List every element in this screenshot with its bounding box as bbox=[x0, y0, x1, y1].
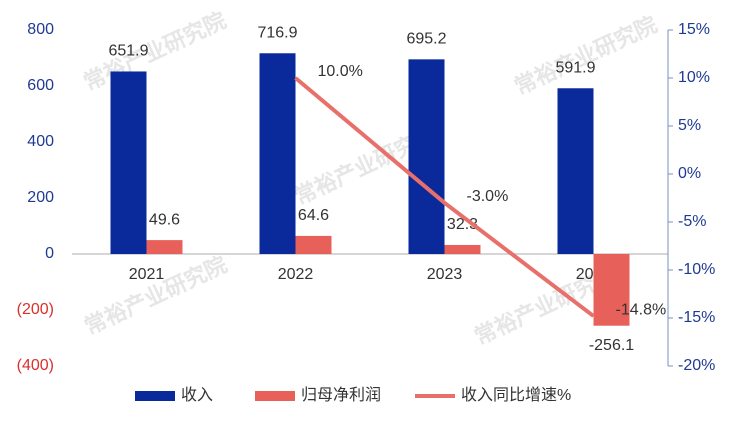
y2-tick-label: 0% bbox=[678, 165, 701, 182]
y2-tick-label: 10% bbox=[678, 69, 710, 86]
watermark: 常裕产业研究院 bbox=[81, 252, 231, 340]
bar bbox=[408, 59, 445, 255]
y-tick-label: 800 bbox=[27, 21, 54, 38]
x-tick-label: 2022 bbox=[278, 266, 314, 283]
bar bbox=[557, 88, 594, 254]
legend-label: 收入同比增速% bbox=[461, 386, 571, 404]
bar bbox=[444, 244, 481, 254]
data-label: 64.6 bbox=[298, 207, 329, 224]
y-tick-label: 600 bbox=[27, 77, 54, 94]
legend-swatch bbox=[255, 391, 295, 401]
y2-tick-label: 5% bbox=[678, 117, 701, 134]
data-label: 651.9 bbox=[108, 43, 148, 60]
y2-tick-label: 15% bbox=[678, 21, 710, 38]
x-tick-label: 2021 bbox=[129, 266, 165, 283]
data-label: 49.6 bbox=[149, 211, 180, 228]
line-label: -14.8% bbox=[616, 301, 667, 318]
data-label: 695.2 bbox=[406, 31, 446, 48]
data-label: 591.9 bbox=[555, 59, 595, 76]
line-label: 10.0% bbox=[318, 63, 363, 80]
y2-tick-label: -20% bbox=[678, 357, 715, 374]
y-tick-label: (400) bbox=[17, 357, 54, 374]
y2-tick-label: -10% bbox=[678, 261, 715, 278]
y-tick-label: 0 bbox=[45, 245, 54, 262]
y-tick-label: 200 bbox=[27, 189, 54, 206]
bar bbox=[146, 240, 183, 254]
line-label: -3.0% bbox=[467, 188, 509, 205]
line bbox=[294, 76, 595, 318]
bar bbox=[295, 235, 332, 254]
bar bbox=[593, 254, 630, 326]
watermark: 常裕产业研究院 bbox=[80, 7, 230, 95]
bar bbox=[259, 53, 296, 254]
watermark: 常裕产业研究院 bbox=[511, 12, 661, 100]
legend-label: 收入 bbox=[181, 386, 213, 404]
data-label: -256.1 bbox=[589, 337, 634, 354]
bar bbox=[110, 71, 147, 254]
y-tick-label: 400 bbox=[27, 133, 54, 150]
x-tick-label: 2023 bbox=[427, 266, 463, 283]
legend-swatch bbox=[135, 391, 175, 401]
data-label: 716.9 bbox=[257, 24, 297, 41]
legend-label: 归母净利润 bbox=[301, 386, 381, 404]
y2-tick-label: -15% bbox=[678, 309, 715, 326]
y-tick-label: (200) bbox=[17, 301, 54, 318]
y2-tick-label: -5% bbox=[678, 213, 706, 230]
